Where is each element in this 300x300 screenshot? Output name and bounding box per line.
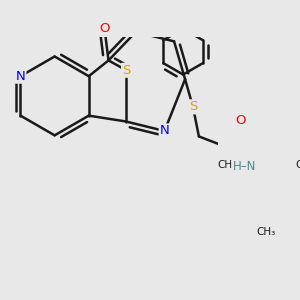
Text: N: N bbox=[16, 70, 25, 83]
Text: S: S bbox=[122, 64, 130, 77]
Text: O: O bbox=[235, 114, 245, 127]
Text: CH₃: CH₃ bbox=[295, 160, 300, 170]
Text: CH₃: CH₃ bbox=[256, 227, 276, 237]
Text: N: N bbox=[160, 124, 170, 137]
Text: O: O bbox=[99, 22, 110, 35]
Text: CH₃: CH₃ bbox=[218, 160, 237, 170]
Text: S: S bbox=[189, 100, 197, 113]
Text: H–N: H–N bbox=[232, 160, 256, 172]
